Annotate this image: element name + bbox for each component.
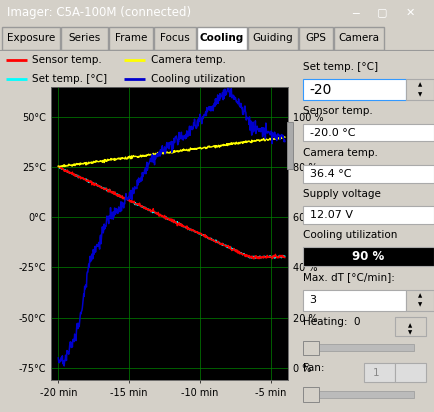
Text: Heating:  0: Heating: 0 <box>302 317 360 327</box>
FancyBboxPatch shape <box>334 27 384 50</box>
FancyBboxPatch shape <box>197 27 247 50</box>
FancyBboxPatch shape <box>299 27 333 50</box>
FancyBboxPatch shape <box>364 363 395 382</box>
Text: Set temp. [°C]: Set temp. [°C] <box>302 62 378 72</box>
FancyBboxPatch shape <box>302 79 406 100</box>
Text: Fan:: Fan: <box>302 363 324 373</box>
Text: ▲: ▲ <box>418 293 422 298</box>
FancyBboxPatch shape <box>302 290 406 311</box>
Text: ▼: ▼ <box>418 302 422 307</box>
FancyBboxPatch shape <box>302 124 434 141</box>
Text: ▢: ▢ <box>377 7 387 18</box>
Text: 90 %: 90 % <box>352 250 385 263</box>
Text: Guiding: Guiding <box>253 33 293 42</box>
FancyBboxPatch shape <box>406 79 434 100</box>
Text: Sensor temp.: Sensor temp. <box>302 106 372 116</box>
Text: Series: Series <box>69 33 101 42</box>
FancyBboxPatch shape <box>109 27 153 50</box>
FancyBboxPatch shape <box>2 27 60 50</box>
Text: Cooling utilization: Cooling utilization <box>151 74 245 84</box>
FancyBboxPatch shape <box>302 341 319 355</box>
FancyBboxPatch shape <box>302 344 414 351</box>
FancyBboxPatch shape <box>248 27 298 50</box>
Text: ▲: ▲ <box>408 324 412 329</box>
Text: Supply voltage: Supply voltage <box>302 189 381 199</box>
Text: Set temp. [°C]: Set temp. [°C] <box>33 74 108 84</box>
Text: Imager: C5A-100M (connected): Imager: C5A-100M (connected) <box>7 6 191 19</box>
Text: -20: -20 <box>309 83 332 97</box>
FancyBboxPatch shape <box>302 247 434 266</box>
Text: Sensor temp.: Sensor temp. <box>33 55 102 65</box>
Text: ▼: ▼ <box>418 92 422 97</box>
Text: 36.4 °C: 36.4 °C <box>309 169 351 179</box>
FancyBboxPatch shape <box>406 290 434 311</box>
Text: ▼: ▼ <box>408 330 412 336</box>
Text: -20.0 °C: -20.0 °C <box>309 128 355 138</box>
Text: Exposure: Exposure <box>7 33 55 42</box>
Text: 3: 3 <box>309 295 317 305</box>
Text: Camera: Camera <box>339 33 379 42</box>
Text: Camera temp.: Camera temp. <box>151 55 225 65</box>
FancyBboxPatch shape <box>395 363 426 382</box>
FancyBboxPatch shape <box>302 206 434 224</box>
Text: Camera temp.: Camera temp. <box>302 147 378 157</box>
Text: Cooling utilization: Cooling utilization <box>302 230 397 240</box>
FancyBboxPatch shape <box>302 391 414 398</box>
Text: GPS: GPS <box>306 33 326 42</box>
FancyBboxPatch shape <box>302 387 319 402</box>
Text: 1: 1 <box>372 368 379 378</box>
Text: ▲: ▲ <box>418 82 422 88</box>
FancyBboxPatch shape <box>302 165 434 183</box>
Text: Frame: Frame <box>115 33 147 42</box>
Text: ─: ─ <box>352 7 359 18</box>
FancyBboxPatch shape <box>287 122 293 169</box>
Text: Focus: Focus <box>160 33 190 42</box>
FancyBboxPatch shape <box>61 27 108 50</box>
Text: Cooling: Cooling <box>200 33 244 42</box>
FancyBboxPatch shape <box>395 317 426 336</box>
Text: ✕: ✕ <box>405 7 415 18</box>
Text: 12.07 V: 12.07 V <box>309 210 352 220</box>
Text: Max. dT [°C/min]:: Max. dT [°C/min]: <box>302 272 395 282</box>
FancyBboxPatch shape <box>154 27 196 50</box>
